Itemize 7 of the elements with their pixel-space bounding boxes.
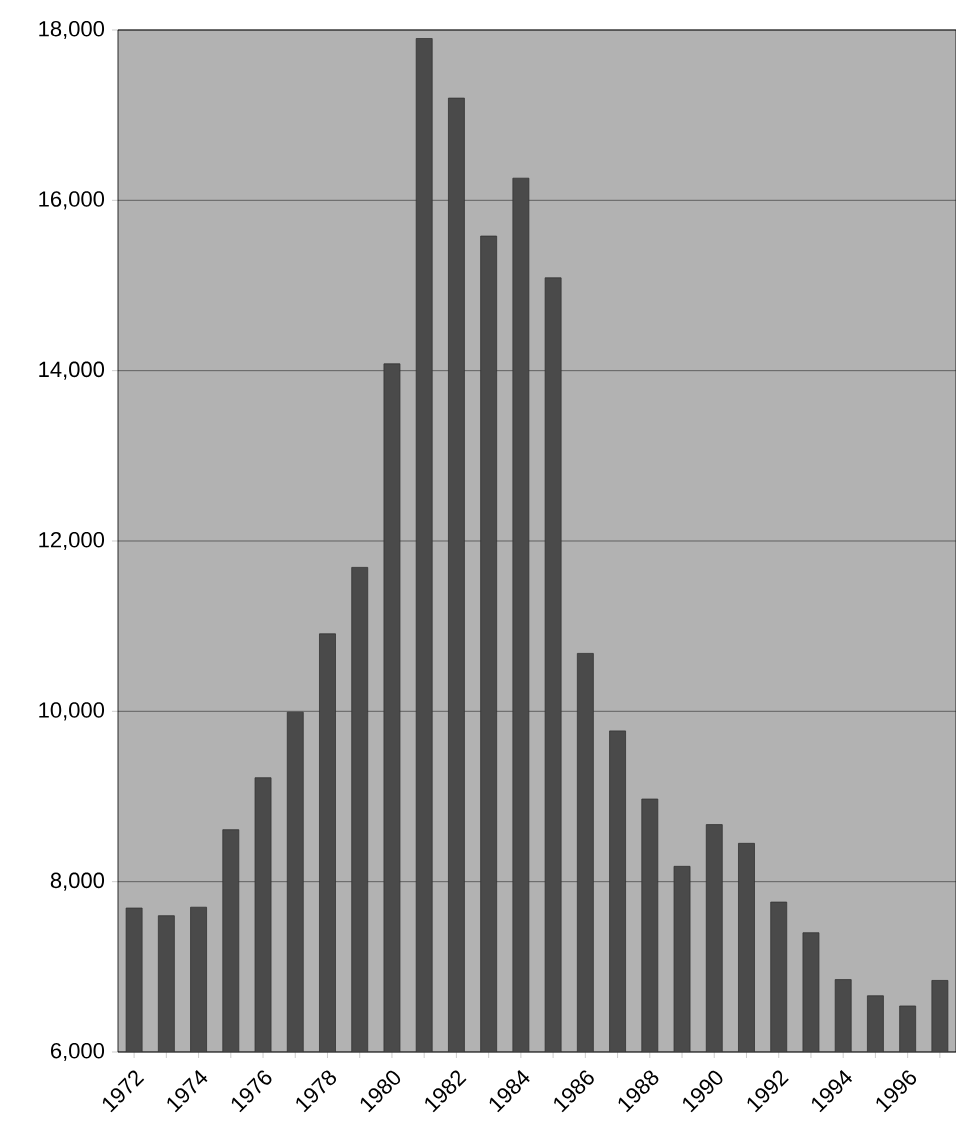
y-tick-label: 10,000 (39, 702, 105, 721)
y-tick-label: 6,000 (51, 1042, 105, 1062)
y-tick-label: 14,000 (39, 361, 105, 380)
y-tick-label: 16,000 (39, 191, 105, 210)
y-tick-label: 18,000 (39, 20, 105, 40)
y-tick-label: 12,000 (39, 531, 105, 551)
y-tick-label: 8,000 (50, 872, 105, 891)
